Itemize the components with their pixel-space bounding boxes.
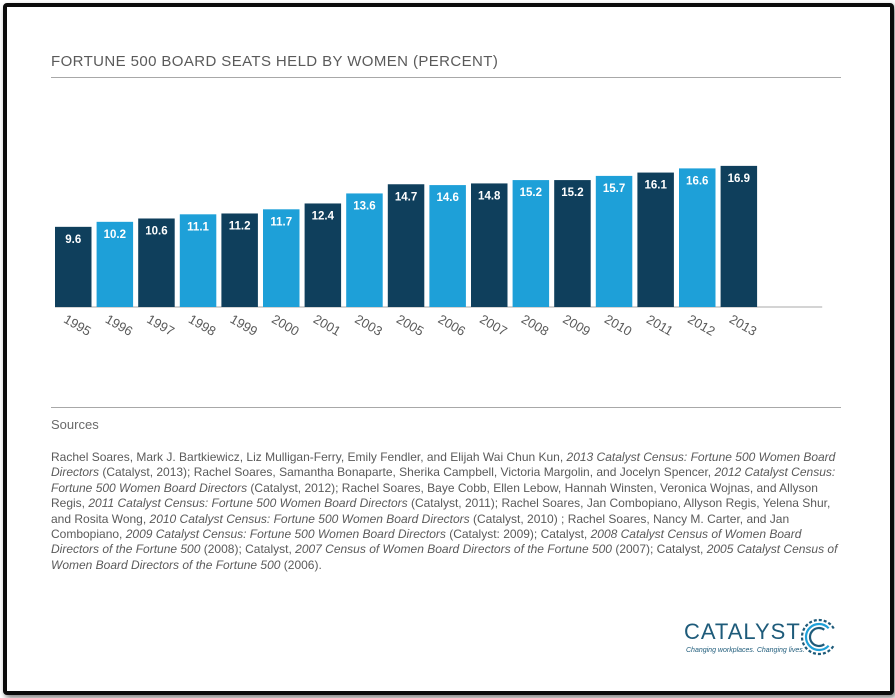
bar-1995 xyxy=(55,226,92,307)
bar-2001 xyxy=(304,203,342,307)
source-title: 2011 Catalyst Census: Fortune 500 Women … xyxy=(88,496,408,511)
bar-value-label: 15.2 xyxy=(520,187,542,199)
bar-value-label: 14.8 xyxy=(478,190,501,202)
logo-wordmark: CATALYST xyxy=(684,619,801,644)
source-title: 2013 Catalyst Census: Fortune 500 Women … xyxy=(51,450,836,480)
bar-value-label: 13.6 xyxy=(353,200,375,212)
bar-value-label: 16.9 xyxy=(728,173,750,185)
source-text: (2008); Catalyst, xyxy=(200,542,296,557)
catalyst-swirl-icon xyxy=(800,618,835,656)
source-text: (Catalyst, 2011); Rachel Soares, Jan Com… xyxy=(51,496,831,526)
x-tick-label: 2007 xyxy=(477,311,510,338)
source-title: 2008 Catalyst Census of Women Board Dire… xyxy=(51,527,802,557)
sources-divider xyxy=(51,407,841,408)
bar-2000 xyxy=(263,209,300,307)
x-tick-label: 2001 xyxy=(311,311,344,338)
bar-value-label: 16.1 xyxy=(644,180,667,192)
bar-2007 xyxy=(471,183,508,307)
x-tick-label: 2000 xyxy=(269,311,302,338)
x-tick-label: 2013 xyxy=(727,311,760,338)
bar-value-label: 12.4 xyxy=(312,210,335,222)
swirl-arc xyxy=(808,626,825,648)
x-tick-label: 2010 xyxy=(602,311,635,338)
source-text: (2007); Catalyst, xyxy=(611,542,707,557)
bar-2012 xyxy=(679,168,716,307)
bar-value-label: 15.7 xyxy=(603,183,625,195)
source-title: 2010 Catalyst Census: Fortune 500 Women … xyxy=(149,511,470,526)
x-tick-label: 1997 xyxy=(144,311,177,338)
x-tick-label: 2012 xyxy=(685,311,718,338)
bar-value-label: 14.6 xyxy=(436,192,458,204)
bar-value-label: 14.7 xyxy=(395,191,417,203)
x-tick-label: 2008 xyxy=(519,311,552,338)
source-title: 2009 Catalyst Census: Fortune 500 Women … xyxy=(125,527,446,542)
source-text: (2006). xyxy=(280,557,322,572)
source-title: 2012 Catalyst Census: Fortune 500 Women … xyxy=(51,465,836,495)
x-tick-label: 2005 xyxy=(394,311,427,338)
catalyst-logo: CATALYST Changing workplaces. Changing l… xyxy=(684,617,854,677)
source-title: 2005 Catalyst Census of Women Board Dire… xyxy=(51,542,838,572)
bar-2010 xyxy=(595,175,633,307)
sources-heading: Sources xyxy=(51,417,99,432)
x-tick-label: 1999 xyxy=(228,311,261,338)
swirl-arc xyxy=(800,618,835,656)
bar-value-label: 9.6 xyxy=(65,234,81,246)
x-tick-label: 2006 xyxy=(436,311,469,338)
source-title: 2007 Census of Women Board Directors of … xyxy=(295,542,612,557)
bar-2011 xyxy=(637,172,674,307)
bar-2013 xyxy=(720,165,758,307)
bar-1997 xyxy=(138,218,175,307)
swirl-arc xyxy=(804,622,830,652)
x-tick-label: 2009 xyxy=(560,311,593,338)
bar-2009 xyxy=(554,180,591,307)
sources-text: Rachel Soares, Mark J. Bartkiewicz, Liz … xyxy=(51,450,841,573)
bar-value-label: 15.2 xyxy=(561,187,583,199)
chart-card: FORTUNE 500 BOARD SEATS HELD BY WOMEN (P… xyxy=(3,3,894,695)
source-text: (Catalyst, 2013); Rachel Soares, Samanth… xyxy=(99,465,715,480)
bar-2005 xyxy=(387,184,425,307)
source-text: Rachel Soares, Mark J. Bartkiewicz, Liz … xyxy=(51,450,567,464)
chart-title: FORTUNE 500 BOARD SEATS HELD BY WOMEN (P… xyxy=(51,53,499,70)
source-text: (Catalyst: 2009); Catalyst, xyxy=(445,527,591,542)
bar-1998 xyxy=(179,214,217,307)
bar-value-label: 11.2 xyxy=(229,220,251,232)
bar-1996 xyxy=(96,221,134,307)
bar-value-label: 16.6 xyxy=(686,175,708,187)
source-text: (Catalyst, 2010) ; Rachel Soares, Nancy … xyxy=(51,511,790,542)
x-tick-label: 1998 xyxy=(186,311,219,338)
x-tick-label: 2003 xyxy=(352,311,385,338)
source-text: (Catalyst, 2012); Rachel Soares, Baye Co… xyxy=(51,480,818,511)
bar-value-label: 10.6 xyxy=(145,225,167,237)
bar-value-label: 11.7 xyxy=(270,216,292,228)
logo-tagline: Changing workplaces. Changing lives. xyxy=(686,647,805,654)
bar-2006 xyxy=(429,185,466,307)
bar-2003 xyxy=(346,193,383,307)
title-divider xyxy=(51,77,841,78)
x-tick-label: 1996 xyxy=(103,311,136,338)
bar-1999 xyxy=(221,213,258,307)
bar-value-label: 11.1 xyxy=(187,221,209,233)
x-tick-label: 1995 xyxy=(61,311,94,338)
bar-value-label: 10.2 xyxy=(104,229,126,241)
bar-2008 xyxy=(512,180,550,307)
x-tick-label: 2011 xyxy=(644,312,676,339)
bar-chart: 9.6 1995 10.2 1996 10.6 1997 11.1 1998 11.2 1999 1… xyxy=(55,165,823,339)
